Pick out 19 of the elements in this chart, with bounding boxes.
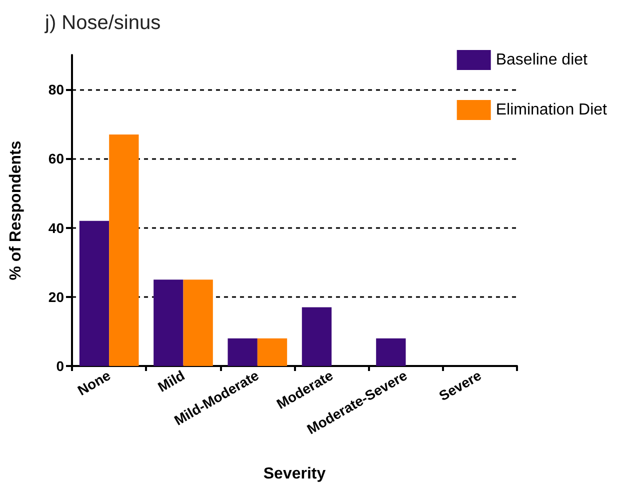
bar	[154, 280, 184, 366]
bar	[376, 338, 406, 366]
y-tick-label: 20	[48, 288, 64, 305]
y-tick-label: 80	[48, 82, 64, 98]
y-tick-label: 0	[56, 358, 64, 374]
y-tick-label: 40	[48, 220, 64, 236]
bar	[257, 338, 288, 366]
chart-title: j) Nose/sinus	[44, 12, 161, 34]
bar	[79, 220, 110, 366]
legend-label: Baseline diet	[496, 52, 588, 68]
bar	[302, 307, 332, 366]
bar	[109, 134, 139, 366]
bar	[228, 338, 258, 366]
x-tick-label: None	[74, 366, 114, 398]
legend-label: Elimination Diet	[496, 102, 608, 118]
x-axis-title: Severity	[263, 466, 326, 482]
y-tick-label: 60	[48, 150, 64, 167]
bar	[183, 280, 213, 366]
y-axis-title: % of Respondents	[8, 140, 24, 280]
